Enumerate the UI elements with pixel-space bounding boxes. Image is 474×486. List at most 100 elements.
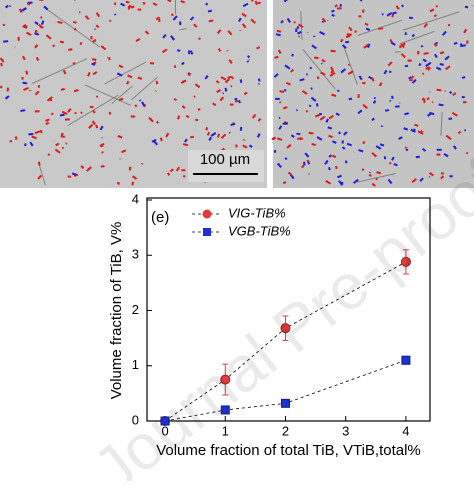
particle: [25, 143, 26, 146]
particle: [223, 93, 224, 94]
particle: [235, 99, 237, 100]
particle: [317, 103, 318, 106]
particle: [465, 7, 468, 8]
particle: [296, 110, 297, 111]
particle: [127, 81, 128, 84]
particle: [61, 136, 65, 137]
particle: [231, 124, 235, 125]
particle: [440, 52, 444, 53]
particle: [331, 11, 334, 12]
particle: [73, 22, 76, 23]
particle: [206, 127, 207, 130]
particle: [208, 11, 212, 12]
particle: [409, 18, 413, 19]
particle: [46, 123, 49, 124]
particle: [183, 176, 185, 177]
particle: [248, 56, 250, 58]
particle: [228, 77, 231, 79]
particle: [208, 132, 209, 135]
x-tick-label: 4: [402, 423, 409, 438]
particle: [190, 137, 194, 138]
particle: [329, 136, 333, 137]
particle: [363, 10, 364, 13]
particle: [244, 93, 247, 95]
particle: [34, 33, 38, 34]
particle: [102, 152, 104, 153]
particle: [68, 49, 72, 50]
particle: [322, 21, 323, 22]
particle: [60, 115, 64, 116]
particle: [372, 78, 373, 82]
particle: [219, 49, 221, 52]
particle: [380, 144, 384, 145]
particle: [93, 110, 95, 113]
particle: [36, 30, 37, 33]
particle: [349, 99, 352, 100]
particle: [309, 133, 314, 134]
particle: [300, 79, 305, 80]
particle: [467, 40, 468, 43]
particle: [101, 166, 105, 167]
particle: [178, 116, 179, 120]
data-point: [402, 356, 410, 364]
particle: [174, 99, 177, 100]
panel-label: (e): [151, 209, 169, 226]
particle: [81, 42, 82, 44]
particle: [336, 166, 337, 169]
particle: [331, 51, 336, 52]
legend-label: VIG-TiB%: [228, 205, 286, 220]
particle: [3, 41, 8, 42]
particle: [40, 130, 42, 133]
particle: [454, 43, 457, 44]
legend-marker: [203, 210, 212, 219]
particle: [415, 125, 419, 126]
particle: [235, 101, 238, 102]
particle: [39, 162, 40, 166]
particle: [206, 3, 207, 5]
particle: [198, 109, 200, 110]
particle: [51, 114, 53, 115]
y-tick-label: 4: [132, 191, 139, 206]
particle: [1, 63, 2, 66]
particle: [297, 138, 301, 139]
particle: [218, 134, 219, 138]
particle: [90, 107, 94, 108]
particle: [259, 79, 260, 82]
particle: [424, 53, 429, 54]
particle: [181, 1, 185, 2]
particle: [439, 104, 444, 105]
particle: [329, 167, 330, 170]
particle: [249, 145, 252, 147]
particle: [450, 92, 452, 93]
legend-marker: [203, 228, 211, 236]
legend-label: VGB-TiB%: [228, 223, 291, 238]
particle: [422, 45, 423, 47]
micrograph-right: [273, 0, 474, 188]
particle: [92, 59, 96, 60]
particle: [138, 78, 142, 79]
particle: [385, 110, 389, 111]
particle: [256, 1, 257, 5]
particle: [115, 14, 116, 15]
particle: [462, 77, 465, 78]
particle: [143, 2, 144, 4]
particle: [74, 90, 78, 91]
particle: [172, 14, 173, 16]
particle: [412, 35, 414, 37]
x-tick-label: 2: [282, 423, 289, 438]
particle: [394, 164, 398, 165]
particle: [231, 86, 232, 87]
particle: [308, 163, 310, 164]
particle: [306, 111, 308, 112]
particle: [331, 95, 336, 96]
particle: [57, 22, 62, 23]
y-tick-label: 3: [132, 247, 139, 262]
particle: [312, 144, 316, 145]
particle: [419, 63, 420, 65]
particle: [310, 105, 311, 107]
particle: [194, 96, 195, 97]
particle: [161, 138, 162, 141]
particle: [1, 86, 2, 88]
particle: [427, 98, 429, 100]
